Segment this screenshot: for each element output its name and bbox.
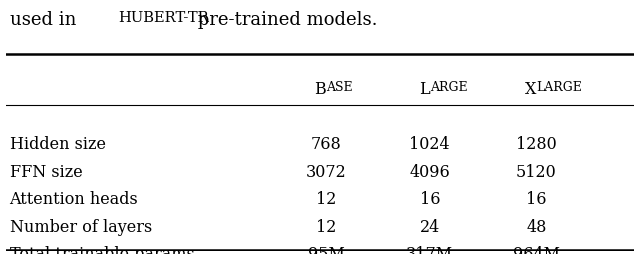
Text: 3072: 3072 [306,163,347,180]
Text: 16: 16 [419,190,440,208]
Text: 1280: 1280 [516,136,557,153]
Text: 12: 12 [316,190,337,208]
Text: HUBERT-TR: HUBERT-TR [118,11,209,25]
Text: ARGE: ARGE [430,81,467,94]
Text: 95M: 95M [308,245,345,254]
Text: Number of layers: Number of layers [10,218,152,235]
Text: LARGE: LARGE [536,81,582,94]
Text: 24: 24 [420,218,440,235]
Text: 317M: 317M [406,245,453,254]
Text: 4096: 4096 [410,163,450,180]
Text: 48: 48 [526,218,547,235]
Text: pre-trained models.: pre-trained models. [192,11,378,29]
Text: 964M: 964M [513,245,560,254]
Text: FFN size: FFN size [10,163,83,180]
Text: 768: 768 [311,136,342,153]
Text: B: B [314,81,326,98]
Text: 16: 16 [526,190,547,208]
Text: used in: used in [10,11,82,29]
Text: 1024: 1024 [410,136,450,153]
Text: ASE: ASE [326,81,353,94]
Text: L: L [419,81,430,98]
Text: Hidden size: Hidden size [10,136,106,153]
Text: Total trainable params.: Total trainable params. [10,245,200,254]
Text: 12: 12 [316,218,337,235]
Text: Attention heads: Attention heads [10,190,138,208]
Text: 5120: 5120 [516,163,557,180]
Text: X: X [525,81,536,98]
